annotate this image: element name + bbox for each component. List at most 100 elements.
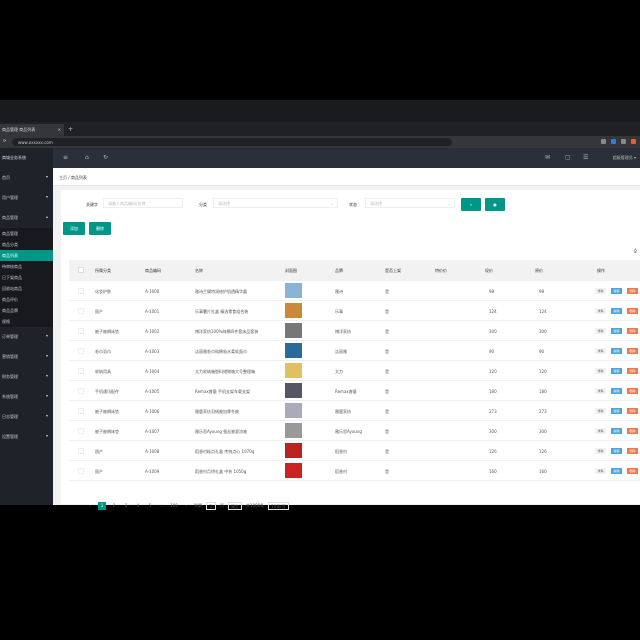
- product-thumbnail[interactable]: [285, 443, 302, 458]
- delete-row-button[interactable]: 删除: [627, 348, 638, 354]
- sidebar-item[interactable]: 系统管理 ▾: [0, 387, 53, 407]
- browser-tab[interactable]: 商品管理 商品列表 ×: [0, 124, 64, 136]
- detail-button[interactable]: 详情: [595, 368, 606, 374]
- sidebar-item[interactable]: 营销管理 ▾: [0, 347, 53, 367]
- select-all-checkbox[interactable]: [78, 267, 84, 273]
- edit-button[interactable]: 编辑: [611, 288, 622, 294]
- product-thumbnail[interactable]: [285, 283, 302, 298]
- product-thumbnail[interactable]: [285, 423, 302, 438]
- row-checkbox[interactable]: [78, 328, 84, 334]
- page-button[interactable]: 100: [170, 503, 178, 508]
- add-button[interactable]: 添加: [63, 222, 85, 235]
- sidebar-subitem[interactable]: 商品管理: [0, 228, 53, 239]
- delete-row-button[interactable]: 删除: [627, 328, 638, 334]
- product-thumbnail[interactable]: [285, 383, 302, 398]
- close-icon[interactable]: ×: [57, 127, 61, 132]
- sidebar-subitem[interactable]: 商品评价: [0, 294, 53, 305]
- row-checkbox[interactable]: [78, 388, 84, 394]
- new-tab-icon[interactable]: +: [68, 126, 74, 133]
- lock-icon[interactable]: ▢: [565, 154, 571, 161]
- page-button[interactable]: 1: [98, 502, 106, 510]
- detail-button[interactable]: 详情: [595, 448, 606, 454]
- detail-button[interactable]: 详情: [595, 288, 606, 294]
- row-checkbox[interactable]: [78, 408, 84, 414]
- row-checkbox[interactable]: [78, 428, 84, 434]
- delete-row-button[interactable]: 删除: [627, 468, 638, 474]
- delete-row-button[interactable]: 删除: [627, 448, 638, 454]
- edit-button[interactable]: 编辑: [611, 368, 622, 374]
- print-icon[interactable]: ⎙: [633, 248, 637, 253]
- status-select[interactable]: 请选择 ⌄: [365, 198, 455, 208]
- sidebar-subitem[interactable]: 规格: [0, 316, 53, 327]
- detail-button[interactable]: 详情: [595, 468, 606, 474]
- keyword-input[interactable]: 请输入商品编码/名称: [103, 198, 183, 208]
- extension-icon[interactable]: [601, 139, 606, 144]
- message-icon[interactable]: ✉: [545, 154, 551, 161]
- sidebar-subitem[interactable]: 待审核商品: [0, 261, 53, 272]
- delete-row-button[interactable]: 删除: [627, 428, 638, 434]
- sidebar-subitem[interactable]: 商品品牌: [0, 305, 53, 316]
- sidebar-item[interactable]: 用户管理 ▾: [0, 188, 53, 208]
- edit-button[interactable]: 编辑: [611, 428, 622, 434]
- product-thumbnail[interactable]: [285, 323, 302, 338]
- extension-icon[interactable]: [611, 139, 616, 144]
- sidebar-subitem[interactable]: 回收站商品: [0, 283, 53, 294]
- sidebar-subitem[interactable]: 商品列表: [0, 250, 53, 261]
- sidebar-item[interactable]: 商品管理 ▴: [0, 208, 53, 228]
- row-checkbox[interactable]: [78, 448, 84, 454]
- row-checkbox[interactable]: [78, 468, 84, 474]
- menu-toggle-icon[interactable]: ≡: [63, 154, 69, 161]
- edit-button[interactable]: 编辑: [611, 448, 622, 454]
- detail-button[interactable]: 详情: [595, 328, 606, 334]
- search-button[interactable]: ⌕: [461, 198, 481, 211]
- row-checkbox[interactable]: [78, 288, 84, 294]
- next-page-button[interactable]: ›: [185, 503, 187, 508]
- detail-button[interactable]: 详情: [595, 408, 606, 414]
- home-icon[interactable]: ⌂: [85, 154, 89, 161]
- detail-button[interactable]: 详情: [595, 308, 606, 314]
- delete-row-button[interactable]: 删除: [627, 408, 638, 414]
- edit-button[interactable]: 编辑: [611, 308, 622, 314]
- extension-icon[interactable]: [621, 139, 626, 144]
- page-button[interactable]: 4: [136, 503, 140, 508]
- detail-button[interactable]: 详情: [595, 348, 606, 354]
- edit-button[interactable]: 编辑: [611, 328, 622, 334]
- sidebar-item[interactable]: 设置管理 ▾: [0, 427, 53, 447]
- sidebar-subitem[interactable]: 已下架商品: [0, 272, 53, 283]
- delete-row-button[interactable]: 删除: [627, 288, 638, 294]
- url-input[interactable]: www.xxxxxx.com: [12, 138, 452, 146]
- delete-row-button[interactable]: 删除: [627, 308, 638, 314]
- user-menu[interactable]: 超级管理员 ▾: [612, 155, 636, 160]
- row-checkbox[interactable]: [78, 308, 84, 314]
- delete-row-button[interactable]: 删除: [627, 368, 638, 374]
- delete-row-button[interactable]: 删除: [627, 388, 638, 394]
- page-button[interactable]: ...: [160, 503, 164, 508]
- edit-button[interactable]: 编辑: [611, 468, 622, 474]
- sidebar-item[interactable]: 财务管理 ▾: [0, 367, 53, 387]
- reload-icon[interactable]: ⟳: [3, 138, 7, 143]
- sidebar-subitem[interactable]: 商品分类: [0, 239, 53, 250]
- profile-icon[interactable]: [631, 139, 636, 144]
- refresh-icon[interactable]: ↻: [103, 154, 109, 161]
- detail-button[interactable]: 详情: [595, 388, 606, 394]
- edit-button[interactable]: 编辑: [611, 348, 622, 354]
- breadcrumb-home[interactable]: 主页: [59, 175, 67, 180]
- product-thumbnail[interactable]: [285, 303, 302, 318]
- edit-button[interactable]: 编辑: [611, 388, 622, 394]
- page-number-input[interactable]: 1: [206, 502, 216, 510]
- page-button[interactable]: 5: [148, 503, 152, 508]
- edit-button[interactable]: 编辑: [611, 408, 622, 414]
- sidebar-item[interactable]: 订单管理 ▾: [0, 327, 53, 347]
- reset-button[interactable]: ●: [485, 198, 505, 211]
- row-checkbox[interactable]: [78, 348, 84, 354]
- delete-button[interactable]: 删除: [89, 222, 111, 235]
- prev-page-button[interactable]: ‹: [89, 503, 91, 508]
- page-button[interactable]: 3: [124, 503, 128, 508]
- detail-button[interactable]: 详情: [595, 428, 606, 434]
- sidebar-item[interactable]: 日志管理 ▾: [0, 407, 53, 427]
- page-button[interactable]: 2: [112, 503, 116, 508]
- confirm-button[interactable]: 确定: [228, 502, 242, 510]
- product-thumbnail[interactable]: [285, 343, 302, 358]
- sidebar-item[interactable]: 首页 ▾: [0, 168, 53, 188]
- per-page-select[interactable]: 10条/页: [268, 502, 289, 510]
